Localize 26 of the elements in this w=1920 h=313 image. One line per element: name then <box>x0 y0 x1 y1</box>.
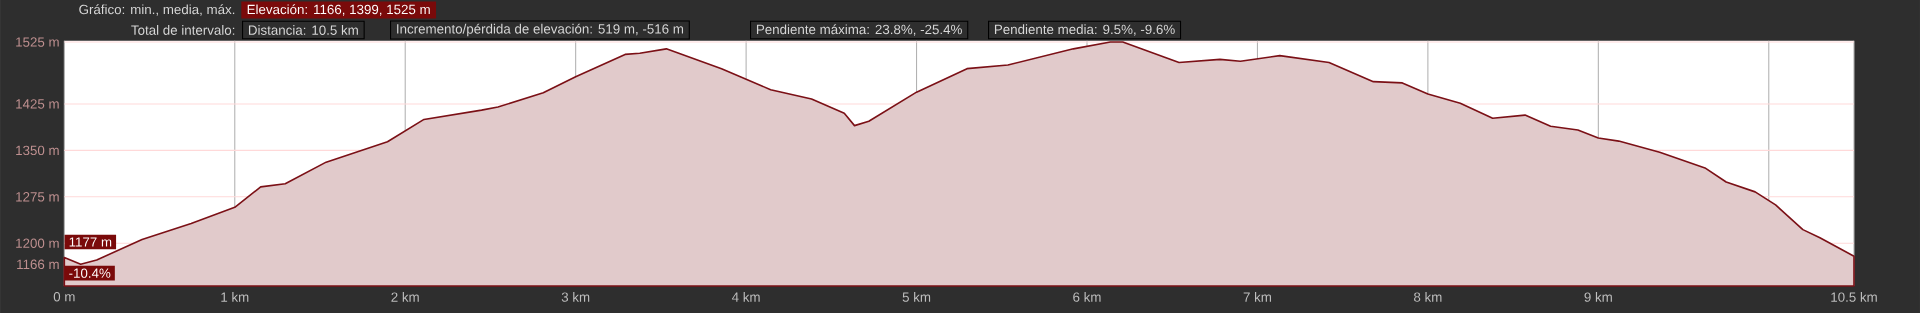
annotation: -10.4% <box>69 268 111 278</box>
x-tick-label: 7 km <box>1243 292 1271 302</box>
x-tick-label: 9 km <box>1584 292 1612 302</box>
text: Elevación: 1166, 1399, 1525 m <box>247 4 430 16</box>
y-tick-label: 1200 m <box>16 238 59 248</box>
x-tick-label: 10.5 km <box>1831 292 1877 302</box>
text: Pendiente máxima: 23.8%, -25.4% <box>756 24 962 36</box>
annotation: 1177 m <box>69 237 112 247</box>
x-tick-label: 6 km <box>1073 292 1101 302</box>
x-tick-label: 1 km <box>221 292 249 302</box>
text: Gráfico: min., media, máx. <box>79 4 235 16</box>
x-tick-label: 2 km <box>391 292 419 302</box>
x-tick-label: 4 km <box>731 292 760 302</box>
y-tick-label: 1350 m <box>16 145 59 156</box>
x-tick-label: 3 km <box>561 292 590 302</box>
y-tick-label: 1525 m <box>16 37 59 47</box>
y-tick-label: 1166 m <box>17 259 59 270</box>
x-tick-label: 8 km <box>1414 292 1442 302</box>
text: Total de intervalo: <box>131 25 235 35</box>
text: Distancia: 10.5 km <box>248 25 358 35</box>
y-tick-label: 1275 m <box>16 192 59 202</box>
text: Pendiente media: 9.5%, -9.6% <box>994 24 1175 36</box>
x-tick-label: 0 m <box>53 292 75 302</box>
x-tick-label: 5 km <box>902 292 931 302</box>
y-tick-label: 1425 m <box>16 99 59 109</box>
text: Incremento/pérdida de elevación: 519 m, -516 m <box>397 23 684 37</box>
